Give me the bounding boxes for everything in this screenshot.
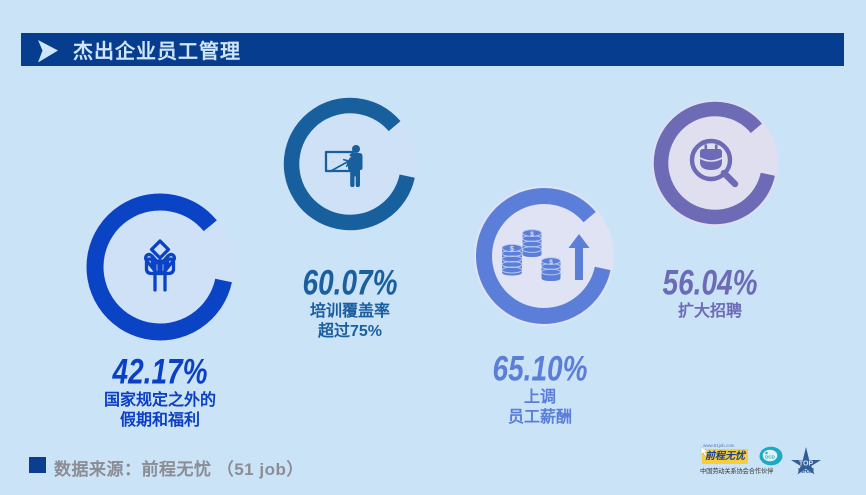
svg-text:HRM: HRM [798, 468, 814, 475]
svg-text:$: $ [549, 259, 553, 266]
svg-text:$: $ [510, 246, 514, 253]
svg-text:$: $ [530, 231, 534, 238]
svg-text:TOP: TOP [799, 461, 814, 468]
svg-text:DCD: DCD [765, 454, 775, 459]
